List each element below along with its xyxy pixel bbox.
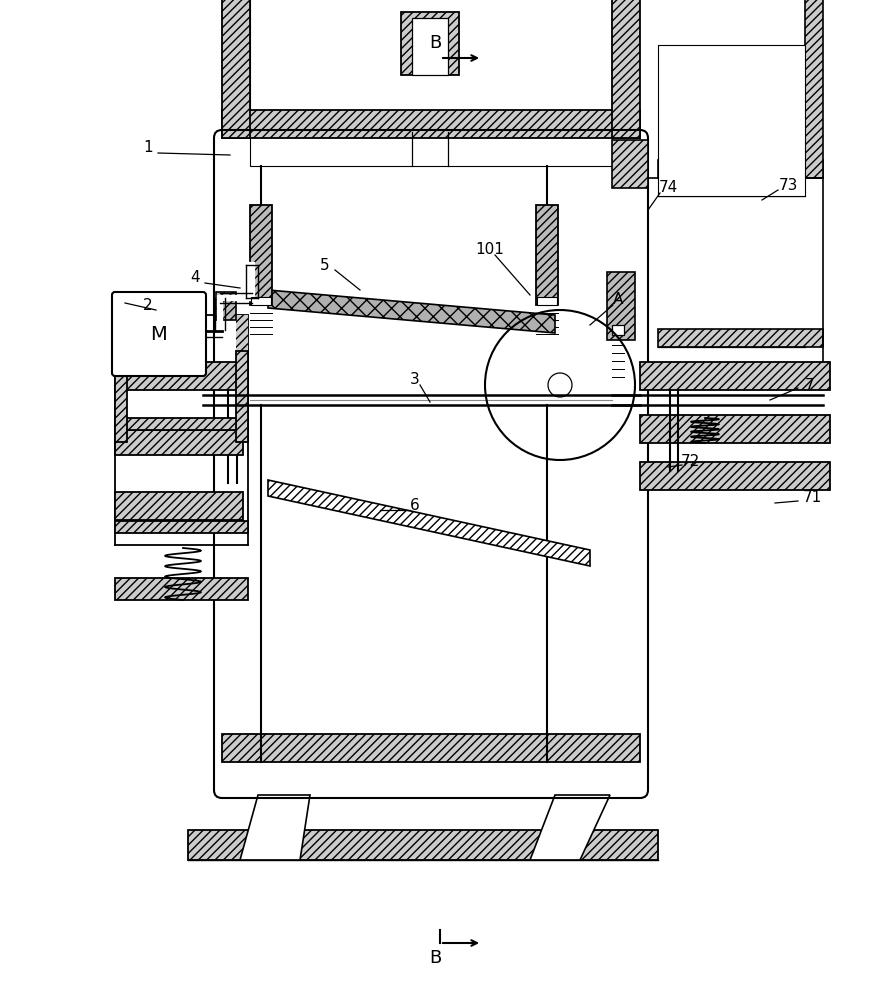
Text: 72: 72 xyxy=(681,454,700,470)
Bar xyxy=(250,205,272,305)
Bar xyxy=(536,205,558,305)
Polygon shape xyxy=(530,795,610,860)
FancyBboxPatch shape xyxy=(112,292,206,376)
Bar xyxy=(658,329,823,347)
Bar xyxy=(612,0,640,138)
Bar xyxy=(640,462,830,490)
Polygon shape xyxy=(268,290,555,333)
Bar xyxy=(115,578,248,600)
Bar xyxy=(115,315,248,430)
Text: 2: 2 xyxy=(143,298,152,312)
Bar xyxy=(607,272,635,340)
Bar xyxy=(640,415,830,443)
Bar xyxy=(216,292,236,320)
Bar xyxy=(412,18,448,75)
Text: 6: 6 xyxy=(410,497,420,512)
Text: B: B xyxy=(429,949,442,967)
Bar xyxy=(115,315,127,430)
Bar xyxy=(115,418,248,430)
Bar xyxy=(115,351,127,442)
Text: 73: 73 xyxy=(778,178,798,192)
Text: 74: 74 xyxy=(659,180,678,196)
Bar xyxy=(188,830,658,860)
Bar xyxy=(115,427,243,455)
Polygon shape xyxy=(240,795,310,860)
Bar xyxy=(250,0,612,166)
Text: A: A xyxy=(613,292,623,308)
Bar xyxy=(640,362,830,390)
Text: 3: 3 xyxy=(410,372,420,387)
Bar xyxy=(612,325,624,335)
Text: B: B xyxy=(429,34,442,52)
Text: 71: 71 xyxy=(802,490,822,506)
Bar xyxy=(115,521,248,533)
Polygon shape xyxy=(268,480,590,566)
Bar xyxy=(658,160,823,178)
Bar xyxy=(115,492,243,520)
Text: 5: 5 xyxy=(321,257,329,272)
Text: 7: 7 xyxy=(805,377,815,392)
Text: 101: 101 xyxy=(476,242,505,257)
Bar xyxy=(612,140,648,188)
Text: 4: 4 xyxy=(190,270,200,286)
Bar xyxy=(236,351,248,442)
Bar xyxy=(658,45,805,196)
Bar xyxy=(401,12,459,75)
Bar xyxy=(115,521,248,533)
Bar xyxy=(537,297,557,305)
Bar xyxy=(222,734,640,762)
Bar xyxy=(251,297,271,305)
Bar xyxy=(236,315,248,430)
Text: M: M xyxy=(151,324,167,344)
Bar xyxy=(805,0,823,178)
Bar xyxy=(222,0,250,138)
Bar xyxy=(115,362,243,390)
Bar xyxy=(222,110,640,138)
Bar xyxy=(115,418,248,430)
Text: 1: 1 xyxy=(143,140,152,155)
